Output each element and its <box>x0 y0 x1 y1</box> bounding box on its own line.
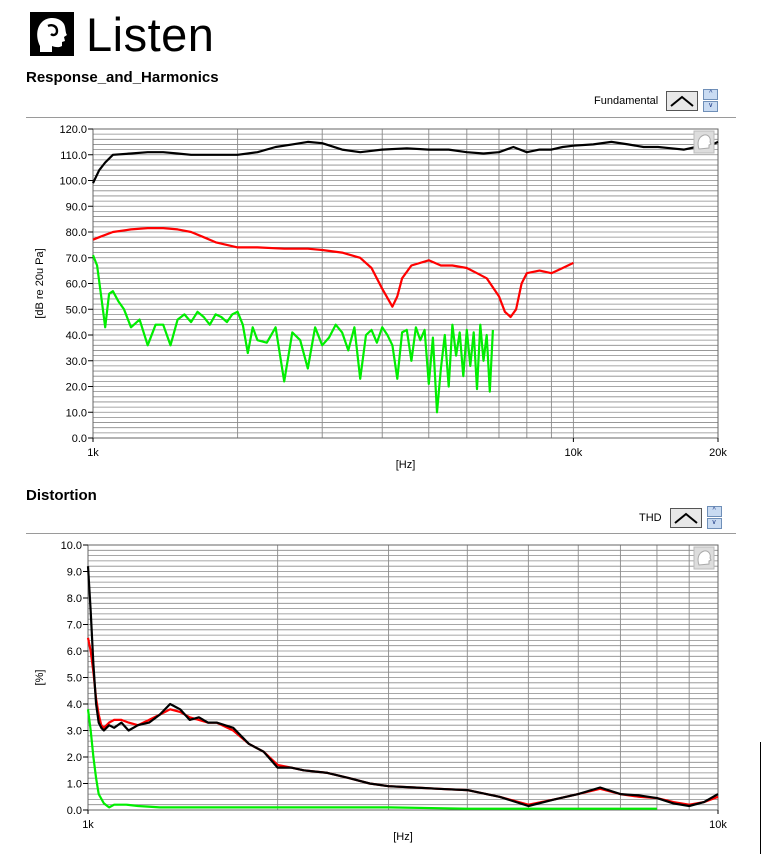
y-tick-label: 5.0 <box>67 673 82 685</box>
x-tick-label: 1k <box>82 819 94 831</box>
x-tick-label: 10k <box>709 819 727 831</box>
corner-head-icon <box>693 546 715 570</box>
series-line-3 <box>91 254 494 414</box>
chart2-panel-divider <box>26 533 736 534</box>
brand-logo: Listen <box>24 6 254 62</box>
spin-up-icon[interactable]: ^ <box>703 89 719 100</box>
chart1-spinner: ^ ∨ <box>703 89 719 113</box>
series-line-1 <box>92 140 719 184</box>
corner-head-icon <box>693 130 715 154</box>
spin-down-icon[interactable]: ∨ <box>706 518 722 529</box>
plot-glyph-icon[interactable] <box>666 91 699 111</box>
y-tick-label: 100.0 <box>59 176 87 188</box>
y-tick-label: 10.0 <box>61 540 82 552</box>
y-tick-label: 9.0 <box>67 567 82 579</box>
y-axis-label: [%] <box>34 670 46 686</box>
spin-down-icon[interactable]: ∨ <box>703 101 719 112</box>
chart2-spinner: ^ ∨ <box>706 506 722 530</box>
chart1-title: Response_and_Harmonics <box>26 69 219 86</box>
x-axis-label: [Hz] <box>393 831 413 843</box>
series-line-2 <box>92 226 574 319</box>
y-tick-label: 4.0 <box>67 699 82 711</box>
spin-up-icon[interactable]: ^ <box>706 506 722 517</box>
y-tick-label: 60.0 <box>66 279 87 291</box>
series-line-2 <box>86 566 719 808</box>
y-tick-label: 6.0 <box>67 646 82 658</box>
y-tick-label: 8.0 <box>67 593 82 605</box>
chart2-legend-label: THD <box>639 512 662 524</box>
y-tick-label: 80.0 <box>66 227 87 239</box>
chart1-legend-label: Fundamental <box>594 95 659 107</box>
y-tick-label: 70.0 <box>66 253 87 265</box>
y-tick-label: 10.0 <box>66 407 87 419</box>
y-tick-label: 1.0 <box>67 779 82 791</box>
y-tick-label: 120.0 <box>59 124 87 136</box>
chart1-plot: 0.0 10.0 20.0 30.0 40.0 50.0 60.0 70.0 80.0 90.0 1… <box>34 124 727 471</box>
y-tick-label: 20.0 <box>66 382 87 394</box>
y-tick-label: 0.0 <box>72 433 87 445</box>
x-tick-label: 1k <box>87 447 99 459</box>
chart1-panel-divider <box>26 117 736 118</box>
plot-glyph-icon[interactable] <box>669 508 702 528</box>
y-tick-label: 30.0 <box>66 356 87 368</box>
y-tick-label: 40.0 <box>66 330 87 342</box>
head-logo-icon <box>30 12 74 56</box>
y-tick-label: 0.0 <box>67 805 82 817</box>
brand-name: Listen <box>86 7 215 61</box>
series-line-3 <box>86 709 657 810</box>
y-tick-label: 3.0 <box>67 726 82 738</box>
y-axis-label: [dB re 20u Pa] <box>34 248 46 318</box>
chart2-plot: 0.0 1.0 2.0 3.0 4.0 5.0 6.0 7.0 8.0 9.0 10.0 1k 10k [… <box>34 540 727 843</box>
x-tick-label: 10k <box>565 447 583 459</box>
y-tick-label: 90.0 <box>66 201 87 213</box>
y-tick-label: 50.0 <box>66 304 87 316</box>
y-tick-label: 110.0 <box>60 150 87 162</box>
y-tick-label: 2.0 <box>67 752 82 764</box>
y-tick-label: 7.0 <box>67 620 82 632</box>
x-tick-label: 20k <box>709 447 727 459</box>
right-edge-rule <box>760 742 761 854</box>
chart2-legend: THD ^ ∨ <box>639 506 722 530</box>
x-axis-label: [Hz] <box>396 459 416 471</box>
chart2-title: Distortion <box>26 487 97 504</box>
chart1-legend: Fundamental ^ ∨ <box>594 89 719 113</box>
